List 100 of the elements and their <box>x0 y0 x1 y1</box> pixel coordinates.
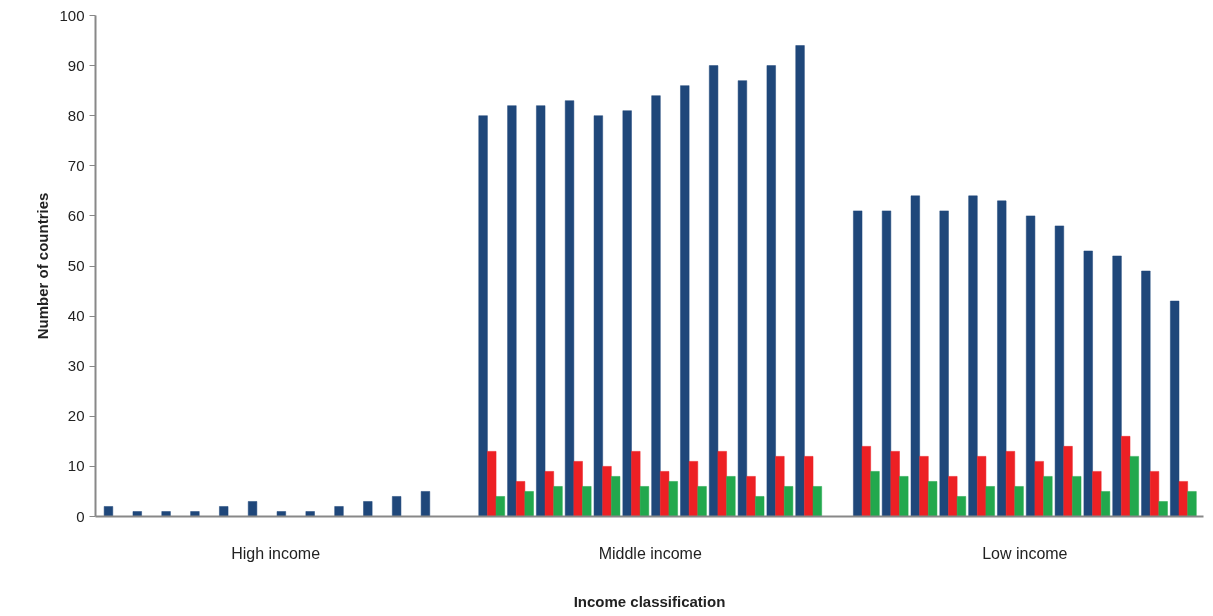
bar <box>1063 446 1073 517</box>
bar <box>305 511 315 517</box>
bar <box>688 461 699 517</box>
bar <box>507 105 517 517</box>
bar <box>928 481 938 517</box>
bar <box>795 45 805 517</box>
bar <box>1158 501 1168 517</box>
bar <box>775 456 785 517</box>
bar <box>956 496 967 517</box>
bar <box>853 210 863 517</box>
bar <box>1034 461 1044 517</box>
y-tick-label: 90 <box>67 56 85 74</box>
bar <box>631 451 641 517</box>
bar <box>939 210 949 517</box>
y-tick-label: 70 <box>67 156 85 174</box>
bar <box>660 471 670 517</box>
y-tick-label: 20 <box>67 407 85 425</box>
bar <box>680 85 690 517</box>
bar <box>582 486 592 517</box>
bar <box>219 506 229 517</box>
bar <box>870 471 880 517</box>
bar <box>1141 270 1151 517</box>
bar <box>737 80 748 517</box>
x-axis-title: Income classification <box>573 592 726 610</box>
bar <box>968 195 978 517</box>
y-axis-title: Number of countries <box>34 192 52 340</box>
bar <box>1005 451 1015 517</box>
bar <box>804 456 814 517</box>
text: Low income <box>982 544 1068 562</box>
bar <box>103 506 114 517</box>
bar <box>544 471 554 517</box>
bar <box>1054 225 1064 517</box>
bar <box>948 476 958 517</box>
bar <box>190 511 200 517</box>
bar <box>363 501 373 517</box>
bar <box>1014 486 1024 517</box>
bar <box>495 496 505 517</box>
bar <box>593 115 603 517</box>
y-tick-label: 60 <box>67 206 85 224</box>
bar <box>910 195 920 517</box>
bar <box>755 496 765 517</box>
bar <box>1178 481 1188 517</box>
bar <box>919 456 929 517</box>
bar <box>564 100 575 517</box>
bar <box>1100 491 1111 517</box>
bar <box>1092 471 1102 517</box>
bar <box>977 456 987 517</box>
y-tick-label: 100 <box>59 6 85 24</box>
bar <box>392 496 402 517</box>
bar <box>334 506 344 517</box>
bar <box>622 110 632 517</box>
bar <box>524 491 534 517</box>
bar <box>161 511 171 517</box>
bar <box>697 486 707 517</box>
bar <box>536 105 546 517</box>
bar <box>812 486 822 517</box>
bar <box>746 476 756 517</box>
bar <box>276 511 286 517</box>
bar <box>573 461 583 517</box>
bar <box>478 115 488 517</box>
bar <box>651 95 661 517</box>
bar <box>420 491 431 517</box>
y-tick-label: 40 <box>67 307 85 325</box>
text: Middle income <box>598 544 702 562</box>
bar <box>890 451 900 517</box>
y-tick-label: 50 <box>67 257 85 274</box>
bar <box>899 476 909 517</box>
bar <box>247 501 258 517</box>
bar <box>639 486 650 517</box>
bar <box>709 65 719 517</box>
bar <box>602 466 612 517</box>
bar <box>611 476 621 517</box>
bar <box>515 481 526 517</box>
bar <box>861 446 871 517</box>
bar <box>997 200 1007 517</box>
y-tick-label: 30 <box>67 357 85 375</box>
bar <box>1129 456 1139 517</box>
bar <box>553 486 563 517</box>
bar <box>1072 476 1082 517</box>
bar <box>1121 436 1131 517</box>
bar <box>132 511 142 517</box>
bar <box>881 210 892 517</box>
y-tick-label: 10 <box>67 457 85 475</box>
bar <box>1187 491 1197 517</box>
y-tick-label: 0 <box>76 507 85 525</box>
text: High income <box>231 544 321 562</box>
bar <box>1149 471 1160 517</box>
y-tick-label: 80 <box>67 106 85 124</box>
bar <box>783 486 794 517</box>
bar <box>766 65 776 517</box>
bar <box>1043 476 1053 517</box>
bar <box>1083 250 1093 517</box>
bar <box>717 451 727 517</box>
bar <box>668 481 678 517</box>
bar <box>1170 300 1180 517</box>
bar <box>1026 215 1036 517</box>
bar <box>985 486 995 517</box>
bar <box>1112 255 1122 517</box>
bar <box>726 476 736 517</box>
bar <box>487 451 497 517</box>
